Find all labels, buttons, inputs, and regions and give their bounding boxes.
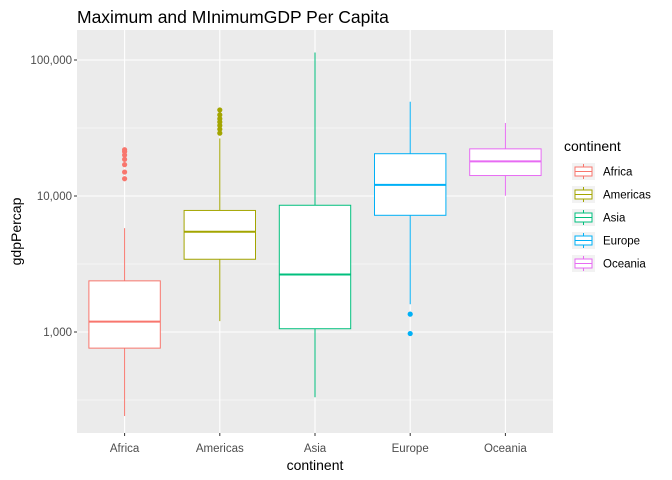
- outlier-point: [122, 176, 128, 182]
- boxplots: [88, 52, 542, 417]
- outlier-point: [217, 107, 223, 113]
- outlier-point: [407, 330, 413, 337]
- legend-label: Americas: [603, 190, 651, 202]
- outlier-point: [217, 126, 223, 132]
- x-tick-label: Oceania: [484, 443, 527, 455]
- y-axis: 1,000 10,000 100,000: [30, 55, 77, 339]
- outlier-point: [217, 116, 223, 122]
- legend-label: Europe: [603, 236, 640, 248]
- legend-item-africa: Africa: [572, 163, 633, 180]
- y-tick-label: 100,000: [30, 55, 72, 67]
- outlier-point: [122, 147, 128, 153]
- legend-title: continent: [564, 138, 621, 154]
- outlier-point: [122, 156, 128, 162]
- legend-label: Asia: [603, 213, 626, 225]
- y-axis-title: gdpPercap: [8, 197, 24, 265]
- outlier-point: [217, 112, 223, 118]
- outlier-point: [122, 162, 128, 168]
- x-tick-label: Asia: [304, 443, 327, 455]
- boxplot-asia: [278, 52, 352, 398]
- y-tick-label: 1,000: [43, 327, 72, 339]
- outlier-point: [122, 169, 128, 175]
- legend-label: Oceania: [603, 259, 646, 271]
- legend-item-oceania: Oceania: [572, 255, 646, 272]
- outlier-point: [407, 311, 413, 317]
- boxplot-europe: [374, 101, 447, 337]
- x-axis-title: continent: [287, 457, 344, 473]
- iqr-box: [278, 204, 352, 330]
- outlier-point: [217, 130, 223, 136]
- x-tick-label: Europe: [392, 443, 429, 455]
- x-tick-label: Americas: [196, 443, 244, 455]
- legend-label: Africa: [603, 167, 633, 179]
- boxplot-americas: [183, 107, 257, 322]
- legend-item-asia: Asia: [572, 209, 626, 226]
- legend-item-europe: Europe: [572, 232, 640, 249]
- legend: continent Africa Americas Asia Europe Oceani…: [564, 138, 651, 272]
- boxplot-oceania: [469, 122, 542, 196]
- y-tick-label: 10,000: [37, 191, 72, 203]
- x-tick-label: Africa: [110, 443, 140, 455]
- boxplot-africa: [88, 147, 161, 417]
- x-axis: Africa Americas Asia Europe Oceania: [110, 433, 527, 455]
- iqr-box: [183, 209, 257, 260]
- iqr-box: [88, 280, 161, 349]
- chart-title: Maximum and MInimumGDP Per Capita: [77, 7, 389, 27]
- legend-item-americas: Americas: [572, 186, 651, 203]
